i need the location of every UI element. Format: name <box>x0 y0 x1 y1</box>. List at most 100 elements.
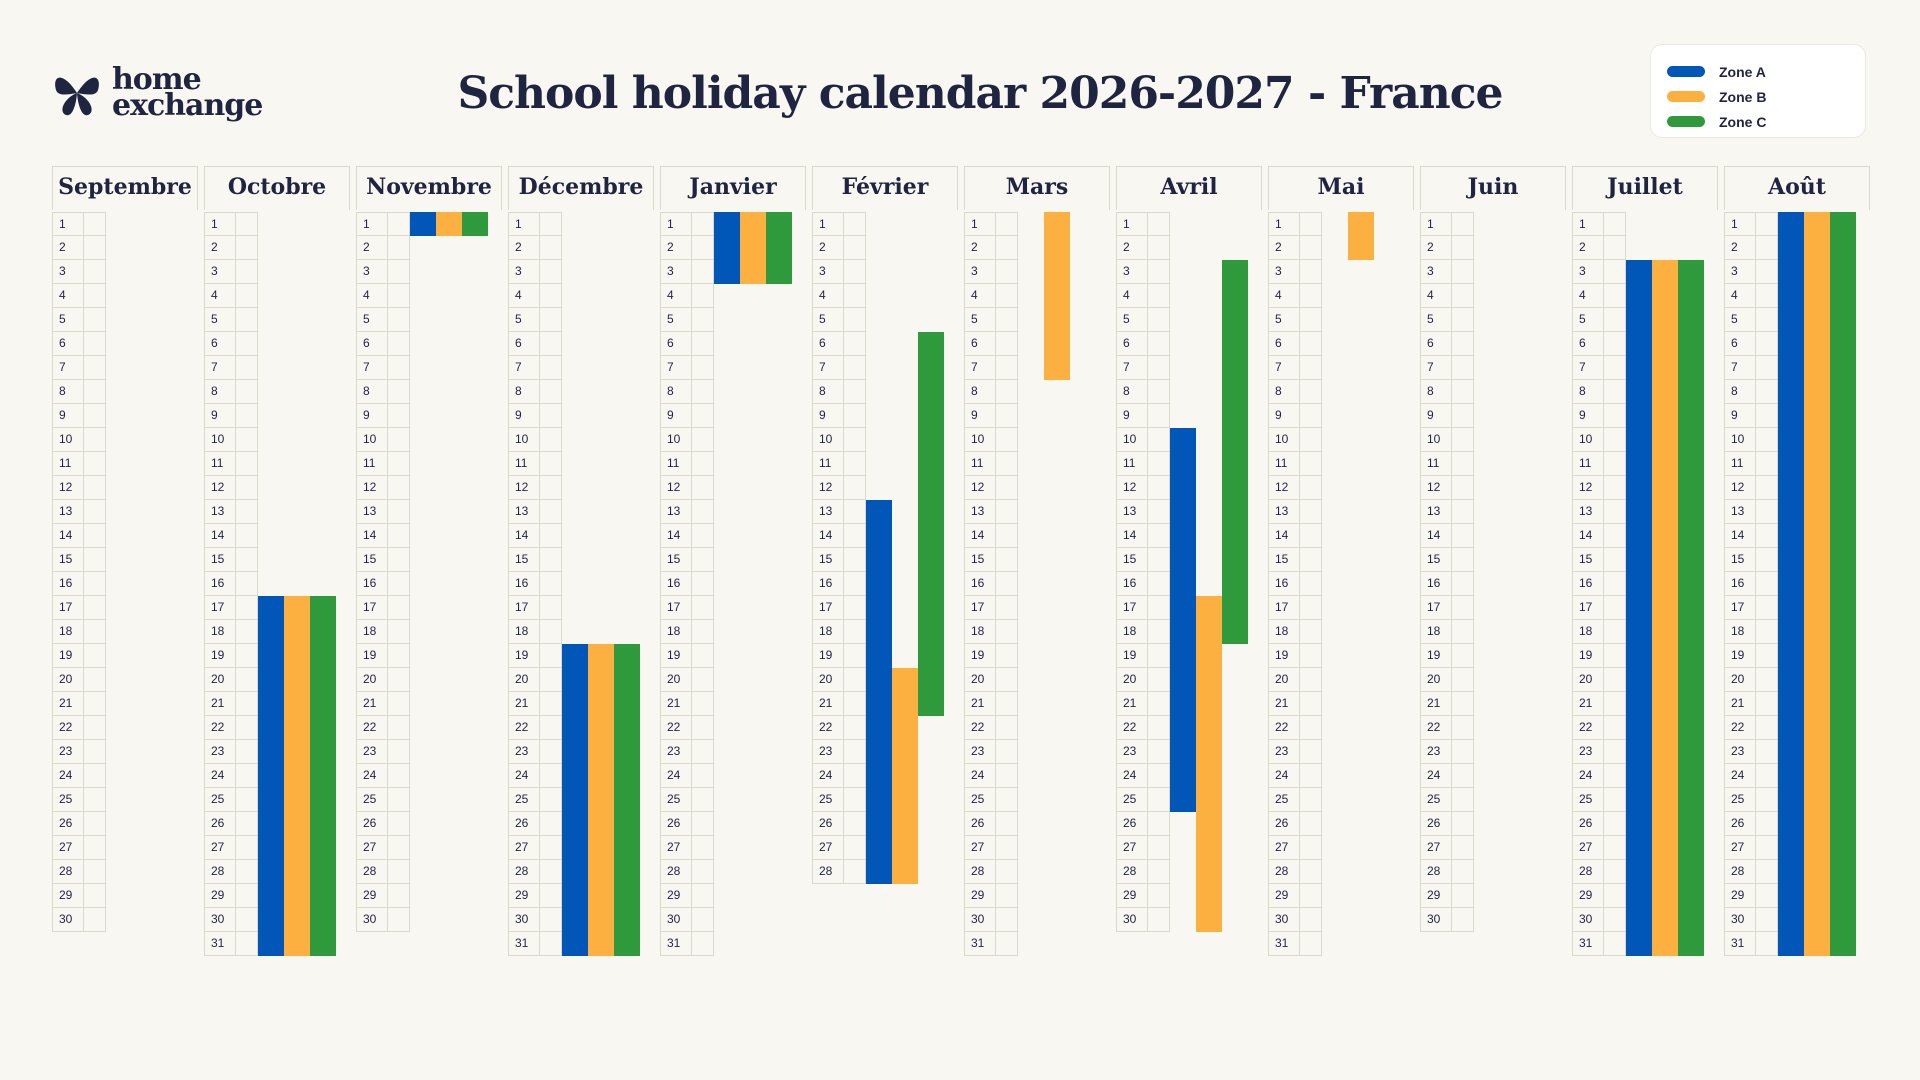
day-number: 6 <box>509 332 540 355</box>
day-blank <box>692 596 713 619</box>
day-number: 27 <box>661 836 692 859</box>
day-number: 23 <box>965 740 996 763</box>
day-blank <box>844 812 865 835</box>
day-blank <box>84 884 105 907</box>
holiday-bar-zone-c <box>1830 212 1856 956</box>
day-cell: 28 <box>1724 860 1778 884</box>
day-number: 19 <box>205 644 236 667</box>
day-cell: 29 <box>52 884 106 908</box>
day-number: 21 <box>1269 692 1300 715</box>
day-number: 2 <box>509 236 540 259</box>
month-header: Octobre <box>204 166 350 210</box>
day-number: 3 <box>1725 260 1756 283</box>
day-cell: 28 <box>812 860 866 884</box>
day-number: 16 <box>813 572 844 595</box>
day-cell: 17 <box>1724 596 1778 620</box>
day-blank <box>236 452 257 475</box>
day-cell: 16 <box>508 572 562 596</box>
day-cell: 12 <box>1572 476 1626 500</box>
day-cell: 1 <box>508 212 562 236</box>
day-number: 30 <box>53 908 84 931</box>
day-cell: 30 <box>964 908 1018 932</box>
day-cell: 15 <box>660 548 714 572</box>
day-cell: 2 <box>1420 236 1474 260</box>
day-blank <box>1300 932 1321 955</box>
day-cell: 29 <box>1116 884 1170 908</box>
day-blank <box>1604 548 1625 571</box>
day-blank <box>388 500 409 523</box>
month-column: Juillet 1 2 3 4 5 6 7 8 9 10 11 12 13 14 15 16 17 18 19 20 21… <box>1572 166 1718 976</box>
day-blank <box>844 572 865 595</box>
day-number: 21 <box>813 692 844 715</box>
day-number: 13 <box>205 500 236 523</box>
day-cell: 3 <box>812 260 866 284</box>
day-cell: 10 <box>812 428 866 452</box>
day-number: 28 <box>205 860 236 883</box>
day-number: 10 <box>1725 428 1756 451</box>
day-number: 21 <box>357 692 388 715</box>
day-blank <box>236 644 257 667</box>
day-cell: 26 <box>1572 812 1626 836</box>
day-cell: 20 <box>1724 668 1778 692</box>
day-blank <box>692 740 713 763</box>
day-blank <box>692 836 713 859</box>
day-cell: 6 <box>964 332 1018 356</box>
day-cell: 26 <box>964 812 1018 836</box>
day-cell: 13 <box>52 500 106 524</box>
day-number: 24 <box>1117 764 1148 787</box>
day-blank <box>1300 548 1321 571</box>
day-number: 8 <box>813 380 844 403</box>
day-cell: 6 <box>660 332 714 356</box>
day-cell: 10 <box>660 428 714 452</box>
day-blank <box>1148 404 1169 427</box>
day-blank <box>692 932 713 955</box>
day-blank <box>540 740 561 763</box>
day-cell: 22 <box>52 716 106 740</box>
day-cell: 19 <box>1572 644 1626 668</box>
brand-wordmark: home exchange <box>112 65 263 121</box>
day-blank <box>996 356 1017 379</box>
day-number: 27 <box>813 836 844 859</box>
day-blank <box>388 332 409 355</box>
day-blank <box>844 284 865 307</box>
day-number: 3 <box>1117 260 1148 283</box>
day-number: 30 <box>1573 908 1604 931</box>
day-cell: 30 <box>52 908 106 932</box>
day-cell: 27 <box>1724 836 1778 860</box>
day-number: 22 <box>1725 716 1756 739</box>
day-number: 24 <box>813 764 844 787</box>
day-cell: 12 <box>1724 476 1778 500</box>
day-number: 2 <box>1269 236 1300 259</box>
day-number: 31 <box>1269 932 1300 955</box>
day-blank <box>236 620 257 643</box>
day-cell: 7 <box>660 356 714 380</box>
day-blank <box>236 692 257 715</box>
day-number: 19 <box>1421 644 1452 667</box>
day-number: 18 <box>661 620 692 643</box>
day-cell: 21 <box>52 692 106 716</box>
day-cell: 14 <box>356 524 410 548</box>
day-number: 6 <box>813 332 844 355</box>
day-number: 6 <box>1725 332 1756 355</box>
day-blank <box>1148 716 1169 739</box>
day-number: 12 <box>53 476 84 499</box>
day-blank <box>1756 836 1777 859</box>
day-number: 7 <box>1573 356 1604 379</box>
day-number: 8 <box>1573 380 1604 403</box>
day-cell: 20 <box>356 668 410 692</box>
day-cell: 11 <box>1268 452 1322 476</box>
day-cell: 11 <box>1420 452 1474 476</box>
day-cell: 7 <box>356 356 410 380</box>
day-blank <box>236 476 257 499</box>
day-cell: 14 <box>204 524 258 548</box>
day-blank <box>996 788 1017 811</box>
day-blank <box>84 356 105 379</box>
day-number: 7 <box>813 356 844 379</box>
day-blank <box>1604 260 1625 283</box>
day-blank <box>1148 476 1169 499</box>
day-blank <box>1756 236 1777 259</box>
day-number: 27 <box>205 836 236 859</box>
day-blank <box>84 596 105 619</box>
day-blank <box>84 836 105 859</box>
day-cell: 23 <box>964 740 1018 764</box>
